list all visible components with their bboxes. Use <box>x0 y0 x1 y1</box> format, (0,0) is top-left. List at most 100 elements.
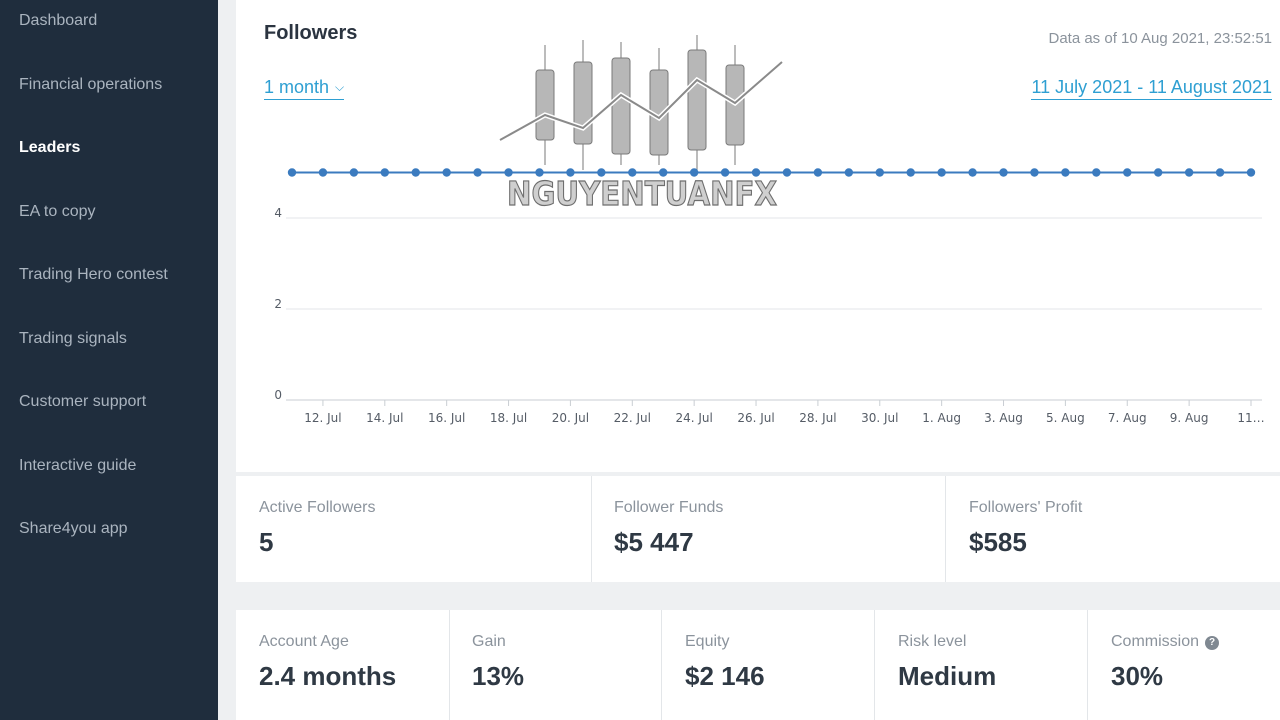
data-point[interactable] <box>628 168 637 177</box>
x-tick-label: 5. Aug <box>1046 411 1085 425</box>
stat-label: Commission <box>1111 633 1200 650</box>
stat-value: Medium <box>898 661 997 691</box>
data-point[interactable] <box>782 168 792 177</box>
data-point[interactable] <box>689 168 699 177</box>
followers-title: Followers <box>264 22 358 44</box>
data-point[interactable] <box>813 168 823 177</box>
data-point[interactable] <box>535 168 544 177</box>
x-tick-label: 7. Aug <box>1108 411 1147 425</box>
data-point[interactable] <box>380 168 390 177</box>
summary-stats-card <box>236 476 1280 582</box>
stat-label: Follower Funds <box>614 499 724 516</box>
stat-value: 13% <box>472 661 525 691</box>
sidebar-item-trading-signals[interactable]: Trading signals <box>19 330 127 347</box>
stat-value: 30% <box>1111 661 1164 691</box>
data-point[interactable] <box>318 168 328 177</box>
sidebar-item-customer-support[interactable]: Customer support <box>19 393 147 410</box>
account-stats-card <box>236 610 1280 720</box>
stat-label: Risk level <box>898 633 967 650</box>
data-point[interactable] <box>1030 168 1039 177</box>
data-point[interactable] <box>349 168 359 177</box>
divider <box>591 476 592 582</box>
data-point[interactable] <box>844 168 854 177</box>
stat-follower-funds: Follower Funds $5 447 <box>614 499 723 558</box>
sidebar-item-financial-operations[interactable]: Financial operations <box>19 76 163 93</box>
data-point[interactable] <box>906 168 915 177</box>
x-tick-label: 1. Aug <box>922 411 961 425</box>
help-icon[interactable]: ? <box>1205 636 1220 650</box>
stat-followers-profit: Followers' Profit $585 <box>969 499 1082 558</box>
stat-label: Equity <box>685 633 730 650</box>
data-point[interactable] <box>1215 168 1225 177</box>
x-tick-label: 14. Jul <box>366 411 403 425</box>
data-point[interactable] <box>937 168 946 177</box>
data-point[interactable] <box>968 168 977 177</box>
stat-equity: Equity $2 146 <box>685 633 765 692</box>
sidebar-item-interactive-guide[interactable]: Interactive guide <box>19 457 137 474</box>
data-point[interactable] <box>1123 168 1132 177</box>
divider <box>874 610 875 720</box>
x-tick-label: 11… <box>1237 411 1264 425</box>
stat-label: Account Age <box>259 633 349 650</box>
data-point[interactable] <box>1061 168 1070 177</box>
stat-value: $585 <box>969 527 1027 557</box>
divider <box>945 476 946 582</box>
stat-active-followers: Active Followers 5 <box>259 499 375 558</box>
date-range-picker[interactable]: 11 July 2021 - 11 August 2021 <box>1031 77 1272 100</box>
divider <box>661 610 662 720</box>
x-tick-label: 30. Jul <box>861 411 898 425</box>
followers-chart: 0 2 4 12. Jul 14. Jul 16. Jul 18. Jul 20. Jul 22… <box>274 35 1265 425</box>
data-point[interactable] <box>751 168 761 177</box>
divider <box>449 610 450 720</box>
data-point[interactable] <box>287 168 297 177</box>
stat-commission: Commission? 30% <box>1111 633 1220 692</box>
data-point[interactable] <box>1246 168 1256 177</box>
sidebar-item-share4you-app[interactable]: Share4you app <box>19 520 128 537</box>
x-tick-label: 22. Jul <box>614 411 651 425</box>
data-point[interactable] <box>659 168 668 177</box>
x-tick-label: 28. Jul <box>799 411 836 425</box>
data-point[interactable] <box>504 168 513 177</box>
chevron-down-icon: ⌵ <box>335 80 345 94</box>
data-point[interactable] <box>473 168 482 177</box>
data-point[interactable] <box>566 168 575 177</box>
data-point[interactable] <box>411 168 420 177</box>
x-tick-label: 24. Jul <box>675 411 712 425</box>
x-tick-label: 20. Jul <box>552 411 589 425</box>
data-point[interactable] <box>999 168 1008 177</box>
watermark-logo: NGUYENTUANFX <box>498 35 784 214</box>
divider <box>1087 610 1088 720</box>
stat-label: Active Followers <box>259 499 376 516</box>
x-tick-label: 26. Jul <box>737 411 774 425</box>
x-tick-label: 12. Jul <box>304 411 341 425</box>
data-as-of: Data as of 10 Aug 2021, 23:52:51 <box>1048 30 1272 47</box>
period-dropdown[interactable]: 1 month ⌵ <box>264 77 345 100</box>
stat-label: Followers' Profit <box>969 499 1083 516</box>
data-point[interactable] <box>720 168 730 177</box>
data-point[interactable] <box>1092 168 1101 177</box>
x-tick-label: 3. Aug <box>984 411 1023 425</box>
sidebar-item-dashboard[interactable]: Dashboard <box>19 12 98 29</box>
sidebar-item-leaders[interactable]: Leaders <box>19 139 81 156</box>
stat-value: $2 146 <box>685 661 765 691</box>
period-label: 1 month <box>264 77 330 97</box>
data-point[interactable] <box>597 168 606 177</box>
data-point[interactable] <box>1184 168 1194 177</box>
chart-grid: 0 2 4 12. Jul 14. Jul 16. Jul 18. Jul 20. Jul 22… <box>274 206 1264 425</box>
x-tick-label: 18. Jul <box>490 411 527 425</box>
data-point[interactable] <box>875 168 884 177</box>
watermark-text: NGUYENTUANFX <box>507 174 777 213</box>
stat-account-age: Account Age 2.4 months <box>259 633 396 692</box>
sidebar: Dashboard Financial operations Leaders E… <box>0 0 218 720</box>
x-tick-label: 16. Jul <box>428 411 465 425</box>
stat-value: 5 <box>259 527 274 557</box>
sidebar-item-trading-hero-contest[interactable]: Trading Hero contest <box>19 266 168 283</box>
data-point[interactable] <box>1153 168 1163 177</box>
stat-gain: Gain 13% <box>472 633 524 692</box>
y-tick-label: 2 <box>274 297 282 311</box>
data-point[interactable] <box>442 168 451 177</box>
stat-value: 2.4 months <box>259 661 397 691</box>
sidebar-item-ea-to-copy[interactable]: EA to copy <box>19 203 96 220</box>
y-tick-label: 0 <box>274 388 282 402</box>
x-tick-label: 9. Aug <box>1170 411 1209 425</box>
